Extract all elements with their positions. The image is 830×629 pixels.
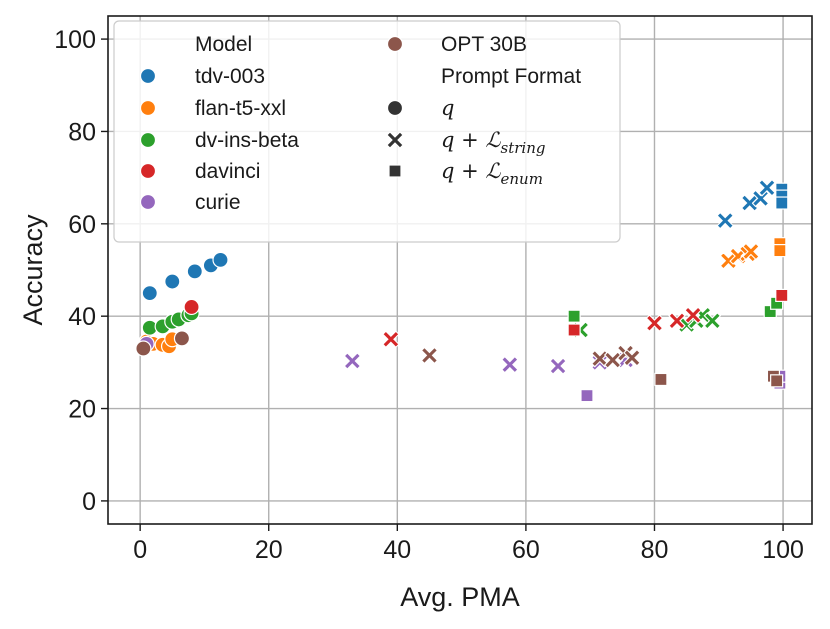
data-point (654, 372, 668, 387)
legend-label: flan-t5-xxl (195, 97, 286, 120)
data-point (742, 242, 760, 261)
legend-marker-tdv-003 (139, 67, 157, 85)
legend-label: tdv-003 (195, 65, 265, 88)
x-tick-label: 80 (641, 536, 669, 564)
x-tick-label: 0 (133, 536, 147, 564)
data-point (580, 389, 594, 403)
data-point (668, 312, 686, 330)
data-point (135, 340, 152, 357)
y-tick-label: 100 (54, 26, 96, 54)
y-axis-label: Accuracy (18, 214, 48, 326)
data-point (775, 196, 789, 210)
x-axis-label: Avg. PMA (400, 582, 520, 612)
data-point (173, 330, 191, 347)
y-tick-label: 60 (68, 211, 96, 239)
data-point (770, 374, 784, 388)
legend-marker-circle (386, 99, 404, 117)
legend-label: dv-ins-beta (195, 129, 299, 152)
plot-frame (107, 15, 813, 525)
data-point (141, 284, 158, 302)
axis-ticks: 0 20 40 60 80 100 0 20 40 60 80 100 (54, 26, 804, 564)
legend-format-label: q + ℒstring (441, 128, 545, 157)
legend-marker-curie (139, 193, 157, 211)
data-point (775, 288, 789, 302)
y-tick-label: 20 (68, 396, 96, 424)
y-tick-label: 40 (68, 303, 96, 331)
legend-marker-square (388, 164, 402, 178)
data-point (645, 314, 664, 332)
y-tick-label: 80 (68, 118, 96, 146)
data-point (716, 211, 734, 230)
data-point (603, 351, 622, 369)
data-point (186, 263, 203, 280)
legend-marker-davinci (139, 162, 157, 180)
data-point (212, 251, 229, 268)
x-tick-label: 100 (762, 536, 804, 564)
data-point (591, 349, 609, 368)
legend-format-label: q + ℒenum (441, 159, 543, 188)
y-tick-label: 0 (82, 488, 96, 516)
data-point (567, 309, 581, 323)
legend: Model tdv-003 flan-t5-xxl dv-ins-beta davinc… (113, 20, 621, 243)
x-tick-label: 20 (255, 536, 283, 564)
x-tick-label: 60 (512, 536, 540, 564)
data-point (567, 323, 581, 337)
data-point (773, 244, 787, 258)
legend-marker-opt-30b (386, 35, 404, 53)
legend-title-model: Model (195, 33, 252, 56)
legend-format-base: q (441, 96, 454, 120)
data-point (420, 346, 439, 365)
data-point (684, 306, 702, 325)
legend-format-subscript: string (501, 139, 546, 157)
data-point (343, 352, 362, 370)
legend-label: curie (195, 191, 241, 214)
legend-format-base: q + ℒ (441, 128, 501, 152)
data-point (183, 298, 200, 316)
data-point (703, 312, 722, 330)
legend-format-subscript: enum (501, 170, 543, 188)
data-point (382, 330, 400, 349)
data-point (623, 348, 641, 367)
legend-format-base: q + ℒ (441, 159, 501, 183)
legend-marker-dv-ins-beta (139, 131, 157, 149)
data-point (758, 179, 776, 197)
legend-box (113, 20, 621, 243)
data-point (501, 355, 519, 374)
plot-border (107, 15, 813, 525)
data-point (164, 273, 181, 290)
legend-marker-flan-t5-xxl (139, 99, 157, 117)
x-tick-label: 40 (383, 536, 411, 564)
legend-title-format: Prompt Format (441, 65, 581, 88)
data-point (549, 357, 567, 375)
legend-label: davinci (195, 160, 260, 183)
data-points (135, 179, 789, 403)
legend-marker-x (386, 131, 404, 149)
legend-label: OPT 30B (441, 33, 527, 56)
legend-format-label: q (441, 96, 454, 120)
